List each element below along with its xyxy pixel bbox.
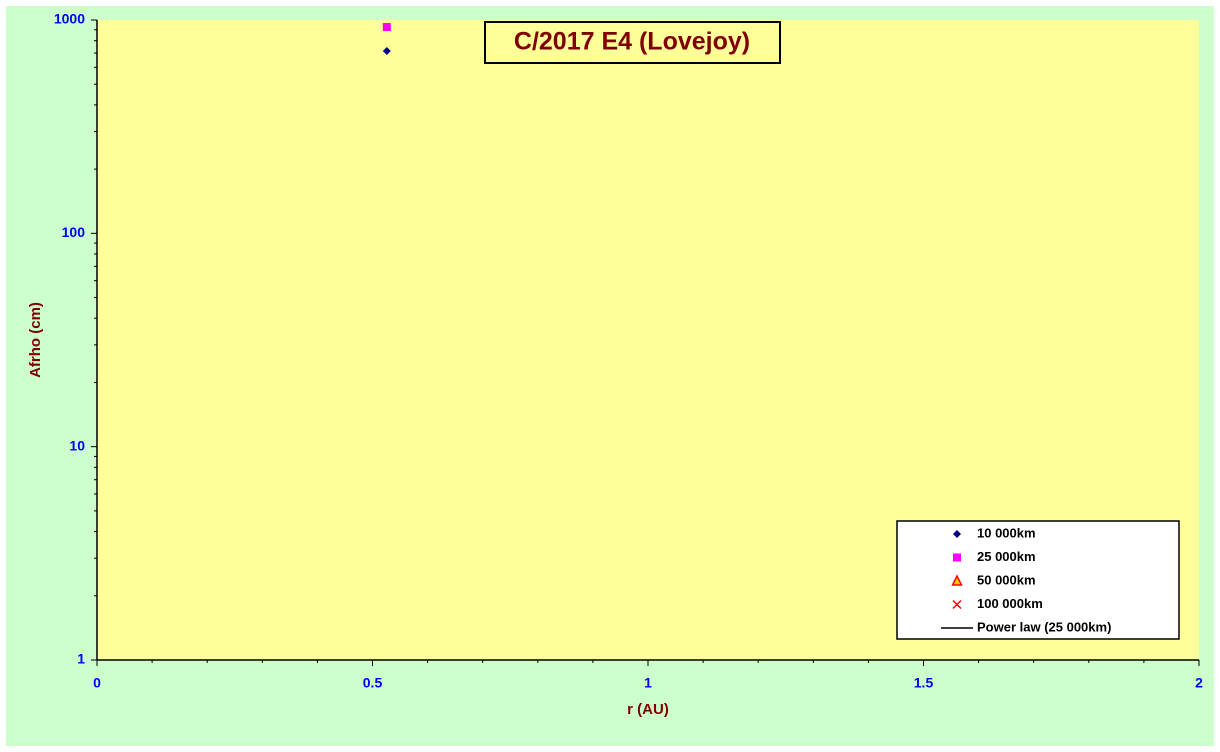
x-axis-label: r (AU)	[627, 701, 669, 718]
marker	[951, 574, 963, 586]
y-tick-label: 100	[62, 224, 86, 240]
marker-shape	[953, 530, 961, 538]
y-axis-label: Afrho (cm)	[27, 302, 44, 378]
legend-label: 100 000km	[977, 596, 1043, 611]
marker-shape	[382, 46, 391, 55]
marker-shape	[382, 23, 391, 32]
title-box	[484, 21, 781, 64]
legend-label: 10 000km	[977, 525, 1036, 540]
legend-label: 25 000km	[977, 549, 1036, 564]
y-tick-label: 10	[69, 437, 85, 453]
marker-shape	[951, 574, 963, 586]
marker	[953, 553, 961, 562]
marker	[382, 46, 391, 55]
y-tick-label: 1000	[54, 11, 85, 27]
marker	[952, 599, 962, 610]
marker-shape	[952, 599, 962, 610]
legend-label: Power law (25 000km)	[977, 619, 1111, 634]
x-tick-label: 0	[93, 675, 101, 691]
marker	[382, 23, 391, 32]
chart-title: C/2017 E4 (Lovejoy)	[514, 28, 750, 56]
x-tick-label: 1	[644, 675, 652, 691]
legend-box	[896, 520, 1180, 640]
marker-shape	[953, 553, 961, 562]
x-tick-label: 2	[1195, 675, 1203, 691]
marker	[953, 530, 961, 538]
x-tick-label: 1.5	[914, 675, 934, 691]
legend-label: 50 000km	[977, 572, 1036, 587]
y-tick-label: 1	[77, 651, 85, 667]
x-tick-label: 0.5	[363, 675, 383, 691]
